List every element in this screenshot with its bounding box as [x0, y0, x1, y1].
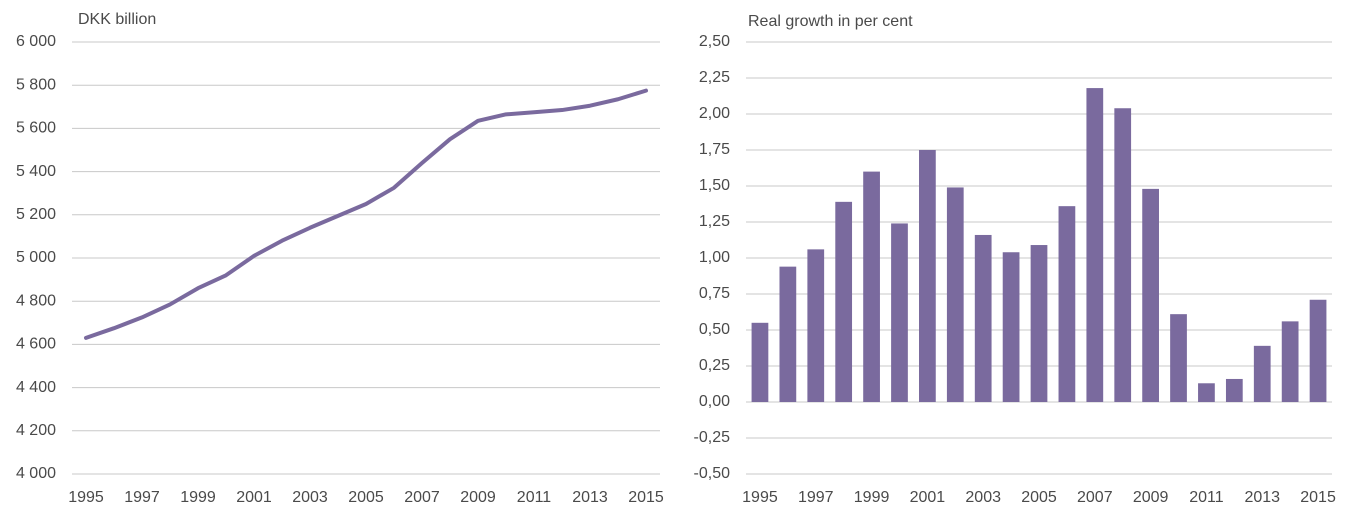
bar: [1309, 299, 1327, 402]
y-tick-label: 0,75: [699, 285, 730, 302]
x-tick-label: 2013: [1244, 489, 1280, 506]
bar: [919, 150, 936, 402]
x-tick-label: 1995: [742, 489, 778, 506]
x-tick-label: 2003: [965, 489, 1001, 506]
x-tick-label: 1997: [798, 489, 834, 506]
bar: [1058, 206, 1076, 402]
bar: [779, 266, 797, 402]
y-tick-label: 5 600: [16, 120, 56, 137]
y-tick-label: 1,25: [699, 213, 730, 230]
bar: [1170, 314, 1187, 402]
y-tick-label: 0,25: [699, 357, 730, 374]
y-tick-label: 0,00: [699, 393, 730, 410]
y-tick-label: 2,50: [699, 33, 730, 50]
bar: [974, 234, 992, 402]
bar: [1198, 383, 1215, 402]
bar: [835, 201, 853, 402]
x-tick-label: 1997: [124, 489, 160, 506]
y-tick-label: 4 800: [16, 292, 56, 309]
y-axis-title: Real growth in per cent: [748, 13, 913, 30]
bar: [1281, 321, 1299, 402]
x-tick-label: 2009: [460, 489, 496, 506]
y-tick-label: 5 200: [16, 206, 56, 223]
x-tick-label: 2005: [348, 489, 384, 506]
bar: [1225, 378, 1243, 402]
y-tick-label: 2,25: [699, 69, 730, 86]
bar: [1086, 88, 1104, 402]
x-tick-label: 1999: [854, 489, 890, 506]
y-tick-label: 1,75: [699, 141, 730, 158]
y-tick-label: 4 400: [16, 379, 56, 396]
y-tick-label: 1,00: [699, 249, 730, 266]
x-tick-label: 2013: [572, 489, 608, 506]
bar: [946, 187, 964, 402]
bar: [1030, 245, 1048, 402]
x-tick-label: 2011: [517, 489, 552, 506]
bar: [1002, 252, 1020, 402]
y-tick-label: -0,50: [694, 465, 731, 482]
y-tick-label: 2,00: [699, 105, 730, 122]
x-tick-label: 2007: [404, 489, 440, 506]
x-tick-label: 2007: [1077, 489, 1113, 506]
y-tick-label: 5 400: [16, 163, 56, 180]
y-tick-label: 4 600: [16, 336, 56, 353]
x-tick-label: 2005: [1021, 489, 1057, 506]
x-tick-label: 2001: [910, 489, 946, 506]
x-tick-label: 1999: [180, 489, 216, 506]
x-tick-label: 2015: [628, 489, 664, 506]
bar: [863, 171, 880, 402]
y-tick-label: 5 000: [16, 249, 56, 266]
line: [84, 88, 648, 340]
y-tick-label: 4 000: [16, 465, 56, 482]
y-tick-label: 0,50: [699, 321, 730, 338]
bar: [1142, 188, 1159, 402]
x-tick-label: 2009: [1133, 489, 1169, 506]
bar: [807, 249, 825, 402]
y-axis-title: DKK billion: [78, 11, 156, 28]
x-tick-label: 2001: [236, 489, 272, 506]
y-tick-label: 5 800: [16, 76, 56, 93]
bar: [891, 223, 908, 402]
y-tick-label: 1,50: [699, 177, 730, 194]
x-tick-label: 2015: [1300, 489, 1336, 506]
x-tick-label: 1995: [68, 489, 104, 506]
bar: [1114, 108, 1132, 403]
bar: [1253, 345, 1271, 402]
x-tick-label: 2003: [292, 489, 328, 506]
y-tick-label: 6 000: [16, 33, 56, 50]
x-tick-label: 2011: [1189, 489, 1224, 506]
y-tick-label: 4 200: [16, 422, 56, 439]
y-tick-label: -0,25: [694, 429, 731, 446]
bar: [751, 322, 769, 402]
